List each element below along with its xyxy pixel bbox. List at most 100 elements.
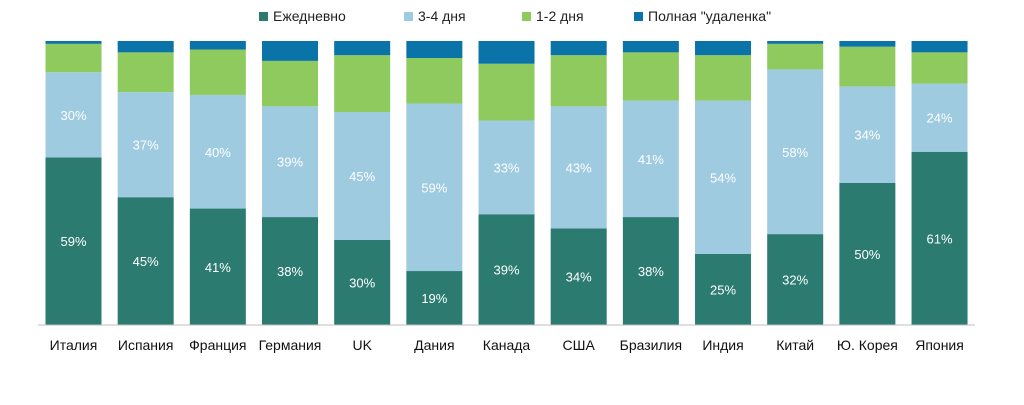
bar-segment xyxy=(262,60,319,107)
bar-segment xyxy=(478,120,535,215)
bar-segment xyxy=(622,41,679,53)
legend-label-2: 3-4 дня xyxy=(418,8,466,24)
x-tick-label: Испания xyxy=(118,337,174,353)
bar-segment xyxy=(622,52,679,101)
bar-segment xyxy=(45,41,102,44)
bar-segment xyxy=(406,103,463,272)
data-label: 30% xyxy=(349,275,375,290)
data-label: 61% xyxy=(927,231,953,246)
x-tick-label: UK xyxy=(352,337,372,353)
x-tick-label: Италия xyxy=(50,337,98,353)
bar-segment xyxy=(767,41,824,44)
legend-swatch-2 xyxy=(404,12,413,21)
bar-segment xyxy=(117,197,174,325)
data-label: 54% xyxy=(710,170,736,185)
bar-segment xyxy=(911,151,968,325)
data-label: 45% xyxy=(349,169,375,184)
data-label: 38% xyxy=(277,264,303,279)
bar-segment xyxy=(622,217,679,325)
legend-swatch-1 xyxy=(259,12,268,21)
x-tick-label: Германия xyxy=(259,337,322,353)
x-tick-label: Япония xyxy=(915,337,964,353)
bar-segment xyxy=(406,41,463,59)
bar-segment xyxy=(550,106,607,229)
data-label: 40% xyxy=(205,145,231,160)
bar-segment xyxy=(334,41,391,56)
data-label: 59% xyxy=(421,180,447,195)
bars-area: 59% 30% 45% 37% 41% 40% 38% 39% 30% 45% 19% 59% 39% 3… xyxy=(45,41,968,325)
data-label: 38% xyxy=(638,264,664,279)
legend-label-4: Полная "удаленка" xyxy=(648,8,771,24)
x-axis-labels: Италия Испания Франция Германия UK Дания Канад… xyxy=(50,337,964,353)
legend-label-1: Ежедневно xyxy=(273,8,346,24)
x-tick-label: Индия xyxy=(702,337,743,353)
bar-segment xyxy=(406,58,463,104)
bar-segment xyxy=(622,100,679,218)
bar-segment xyxy=(839,183,896,325)
data-label: 30% xyxy=(60,108,86,123)
data-label: 45% xyxy=(133,254,159,269)
bar-segment xyxy=(695,55,752,101)
bar-segment xyxy=(45,157,102,325)
data-label: 50% xyxy=(854,247,880,262)
data-label: 41% xyxy=(205,260,231,275)
bar-segment xyxy=(262,41,319,61)
bar-segment xyxy=(695,254,752,325)
bar-segment xyxy=(334,239,391,325)
data-label: 34% xyxy=(854,128,880,143)
bar-segment xyxy=(406,271,463,325)
bar-segment xyxy=(839,41,896,47)
bar-segment xyxy=(767,234,824,325)
bar-segment xyxy=(550,228,607,325)
bar-segment xyxy=(117,92,174,198)
x-tick-label: США xyxy=(563,337,596,353)
legend: Ежедневно 3-4 дня 1-2 дня Полная "удаленка" xyxy=(259,8,771,24)
data-label: 41% xyxy=(638,152,664,167)
x-tick-label: Дания xyxy=(414,337,454,353)
data-label: 24% xyxy=(927,111,953,126)
data-label: 39% xyxy=(277,155,303,170)
bar-segment xyxy=(839,46,896,87)
data-label: 39% xyxy=(494,263,520,278)
bar-segment xyxy=(189,208,246,325)
data-label: 34% xyxy=(566,270,592,285)
bar-segment xyxy=(334,112,391,240)
bar-segment xyxy=(478,41,535,64)
bar-segment xyxy=(262,217,319,325)
bar-segment xyxy=(767,43,824,70)
data-label: 32% xyxy=(782,273,808,288)
x-tick-label: Китай xyxy=(776,337,814,353)
data-label: 37% xyxy=(133,138,159,153)
bar-segment xyxy=(262,106,319,218)
x-tick-label: Франция xyxy=(189,337,246,353)
bar-segment xyxy=(45,43,102,73)
legend-label-3: 1-2 дня xyxy=(536,8,584,24)
bar-segment xyxy=(911,83,968,152)
bar-segment xyxy=(478,214,535,325)
data-label: 43% xyxy=(566,160,592,175)
legend-swatch-3 xyxy=(522,12,531,21)
bar-segment xyxy=(767,69,824,235)
data-label: 59% xyxy=(60,234,86,249)
x-tick-label: Бразилия xyxy=(620,337,682,353)
data-label: 25% xyxy=(710,283,736,298)
bar-segment xyxy=(117,41,174,53)
bar-segment xyxy=(45,72,102,158)
legend-swatch-4 xyxy=(634,12,643,21)
data-label: 58% xyxy=(782,145,808,160)
bar-segment xyxy=(550,55,607,107)
bar-segment xyxy=(189,49,246,95)
bar-segment xyxy=(189,41,246,50)
data-label: 33% xyxy=(494,160,520,175)
bar-segment xyxy=(911,52,968,84)
bar-segment xyxy=(695,41,752,56)
data-label: 19% xyxy=(421,291,447,306)
bar-segment xyxy=(478,63,535,121)
bar-segment xyxy=(189,94,246,209)
bar-segment xyxy=(695,100,752,254)
bar-segment xyxy=(550,41,607,56)
x-tick-label: Канада xyxy=(483,337,531,353)
bar-segment xyxy=(911,41,968,53)
bar-segment xyxy=(839,86,896,183)
